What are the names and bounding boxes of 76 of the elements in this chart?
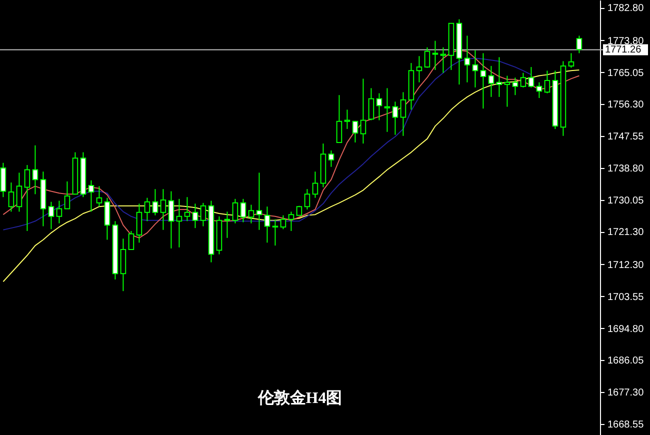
candlestick (400, 92, 406, 136)
candlestick (528, 66, 534, 88)
y-tick-label: 1686.05 (608, 356, 644, 367)
y-tick-label: 1782.80 (608, 3, 644, 14)
candlestick (88, 180, 94, 212)
candlestick (576, 35, 582, 54)
y-tick-label: 1712.30 (608, 260, 644, 271)
candlestick (424, 46, 430, 68)
text: 伦敦金H4图 (256, 389, 342, 407)
candlestick (184, 196, 190, 222)
candlestick (568, 52, 574, 68)
candlestick (288, 211, 294, 232)
candlestick (192, 203, 198, 229)
candlestick (96, 186, 102, 208)
candlestick (168, 190, 174, 249)
y-tick-label: 1765.05 (608, 68, 644, 79)
line-series (2, 69, 580, 282)
candlestick (160, 188, 166, 230)
y-tick-label: 1703.55 (608, 292, 644, 303)
candlestick (128, 230, 134, 250)
candlestick (232, 198, 238, 224)
candlestick (496, 56, 502, 98)
candlestick (392, 101, 398, 136)
candlestick (328, 150, 334, 168)
candlestick (304, 188, 310, 210)
candlestick (432, 40, 438, 70)
y-tick-label: 1677.30 (608, 388, 644, 399)
candlestick (312, 171, 318, 198)
candlestick (152, 188, 158, 216)
candlestick (280, 214, 286, 230)
candlestick (504, 75, 510, 108)
y-tick-label: 1668.55 (608, 419, 644, 430)
candlestick (488, 65, 494, 98)
candlestick (376, 92, 382, 121)
candlestick (16, 172, 22, 212)
candlestick (0, 162, 6, 198)
candlestick (464, 35, 470, 83)
candlestick (336, 94, 342, 143)
candlestick (8, 182, 14, 212)
candlestick (264, 206, 270, 244)
candlestick (512, 77, 518, 96)
candlestick (384, 88, 390, 132)
y-tick-label: 1738.80 (608, 163, 644, 174)
candlestick (480, 52, 486, 110)
y-tick-label: 1773.80 (608, 36, 644, 47)
candlestick (248, 204, 254, 224)
candlestick (176, 198, 182, 248)
candlestick (104, 197, 110, 240)
candlestick (360, 78, 366, 144)
candlestick (136, 203, 142, 244)
candlestick (144, 197, 150, 222)
candlestick (344, 109, 350, 130)
candlestick (520, 72, 526, 88)
candlestick (440, 46, 446, 74)
candlestick (472, 50, 478, 88)
candlestick (200, 202, 206, 227)
ref-line-label: 1771.26 (605, 44, 642, 56)
y-tick-label: 1730.05 (608, 195, 644, 206)
y-tick-label: 1694.80 (608, 324, 644, 335)
candlestick (56, 200, 62, 224)
candlestick (368, 88, 374, 121)
y-tick-label: 1721.30 (608, 227, 644, 238)
candlestick (544, 70, 550, 94)
candlestick (536, 82, 542, 99)
candlestick (24, 164, 30, 232)
candlestick (352, 120, 358, 143)
candlestick (416, 56, 422, 83)
y-tick-label: 1747.55 (608, 132, 644, 143)
candlestick (240, 198, 246, 223)
candlestick (256, 172, 262, 230)
y-tick-label: 1756.30 (608, 100, 644, 111)
candlestick (48, 201, 54, 230)
candlestick (224, 211, 230, 238)
candlestick (32, 144, 38, 195)
candlestick (272, 218, 278, 246)
candlestick (64, 180, 70, 210)
